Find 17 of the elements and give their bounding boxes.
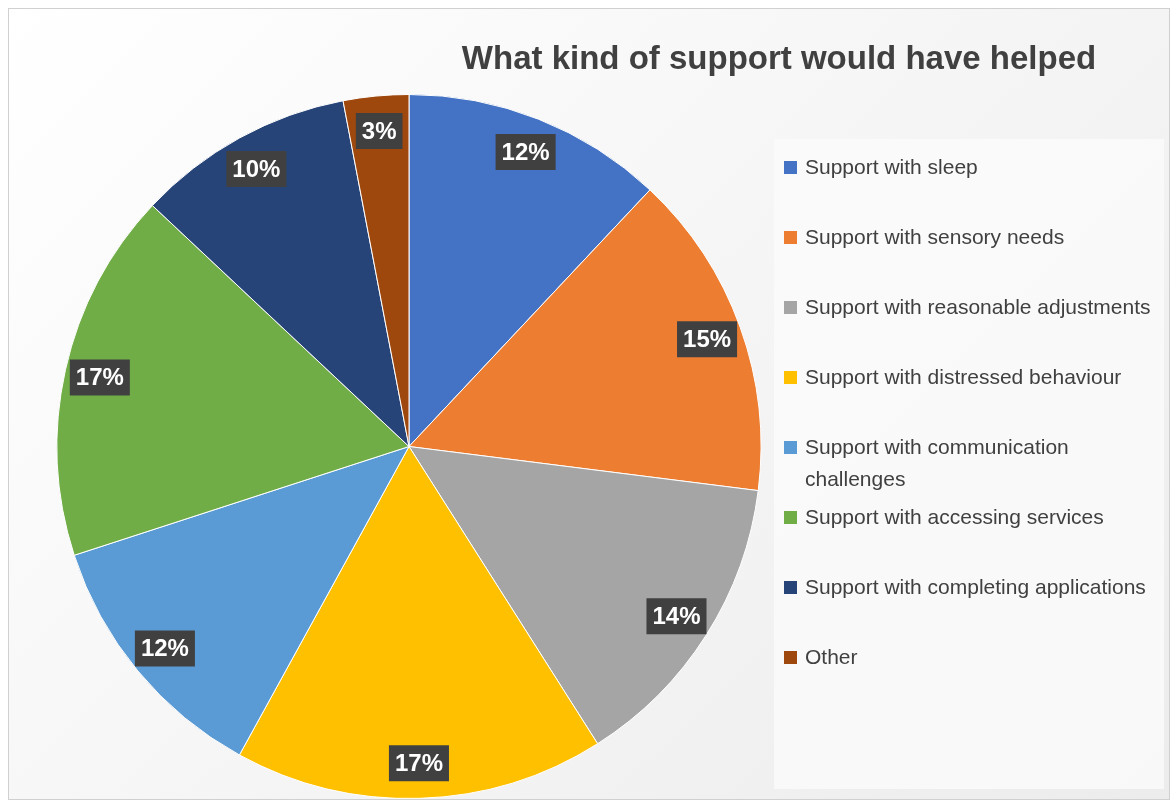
legend-label: Support with sensory needs	[805, 224, 1065, 250]
data-label: 12%	[140, 634, 189, 662]
data-label: 10%	[232, 154, 281, 182]
legend-label: Other	[805, 644, 858, 670]
legend-label: Support with reasonable adjustments	[805, 294, 1151, 320]
data-label: 15%	[683, 324, 732, 352]
chart-title: What kind of support would have helped	[460, 39, 1098, 77]
data-label: 14%	[652, 601, 701, 629]
legend-label: Support with distressed behaviour	[805, 364, 1122, 390]
data-label: 3%	[361, 116, 397, 144]
legend-label: Support with completing applications	[805, 574, 1146, 600]
data-label: 17%	[394, 748, 443, 776]
data-label: 17%	[75, 363, 124, 391]
legend-label: Support with sleep	[805, 154, 978, 180]
data-label: 12%	[501, 137, 550, 165]
legend-label: Support with communication challenges	[805, 434, 1070, 492]
legend-label: Support with accessing services	[805, 504, 1104, 530]
